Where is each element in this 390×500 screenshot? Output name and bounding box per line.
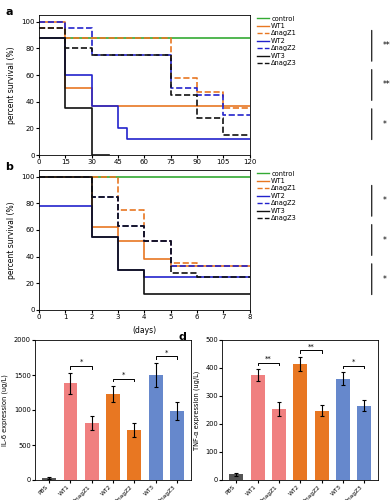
Bar — [336, 378, 350, 480]
Bar — [293, 364, 307, 480]
X-axis label: (days): (days) — [132, 326, 156, 334]
Text: *: * — [382, 236, 386, 244]
Bar — [106, 394, 120, 480]
Bar — [272, 408, 286, 480]
Bar — [85, 422, 99, 480]
Bar — [128, 430, 141, 480]
Text: *: * — [122, 372, 126, 378]
Bar — [251, 375, 264, 480]
Text: **: ** — [382, 42, 390, 50]
Text: *: * — [382, 196, 386, 205]
Y-axis label: IL-6 expression (ug/L): IL-6 expression (ug/L) — [2, 374, 8, 446]
Text: **: ** — [265, 356, 272, 362]
Bar — [170, 410, 184, 480]
Y-axis label: percent survival (%): percent survival (%) — [7, 201, 16, 279]
Text: *: * — [382, 274, 386, 283]
Bar — [357, 406, 371, 480]
X-axis label: (hours): (hours) — [131, 170, 158, 179]
Text: **: ** — [308, 344, 314, 349]
Bar — [229, 474, 243, 480]
Text: *: * — [80, 359, 83, 365]
Legend: control, WT1, ΔnagZ1, WT2, ΔnagZ2, WT3, ΔnagZ3: control, WT1, ΔnagZ1, WT2, ΔnagZ2, WT3, … — [257, 170, 297, 222]
Text: b: b — [5, 162, 13, 172]
Y-axis label: percent survival (%): percent survival (%) — [7, 46, 16, 124]
Text: *: * — [165, 350, 168, 356]
Y-axis label: TNF-α expression (ug/L): TNF-α expression (ug/L) — [193, 370, 200, 450]
Bar — [42, 478, 56, 480]
Legend: control, WT1, ΔnagZ1, WT2, ΔnagZ2, WT3, ΔnagZ3: control, WT1, ΔnagZ1, WT2, ΔnagZ2, WT3, … — [257, 16, 297, 66]
Text: *: * — [382, 120, 386, 128]
Bar — [64, 384, 77, 480]
Text: d: d — [179, 332, 186, 342]
Text: a: a — [5, 6, 13, 16]
Bar — [149, 375, 163, 480]
Text: *: * — [352, 359, 355, 365]
Bar — [315, 410, 328, 480]
Text: **: ** — [382, 80, 390, 90]
